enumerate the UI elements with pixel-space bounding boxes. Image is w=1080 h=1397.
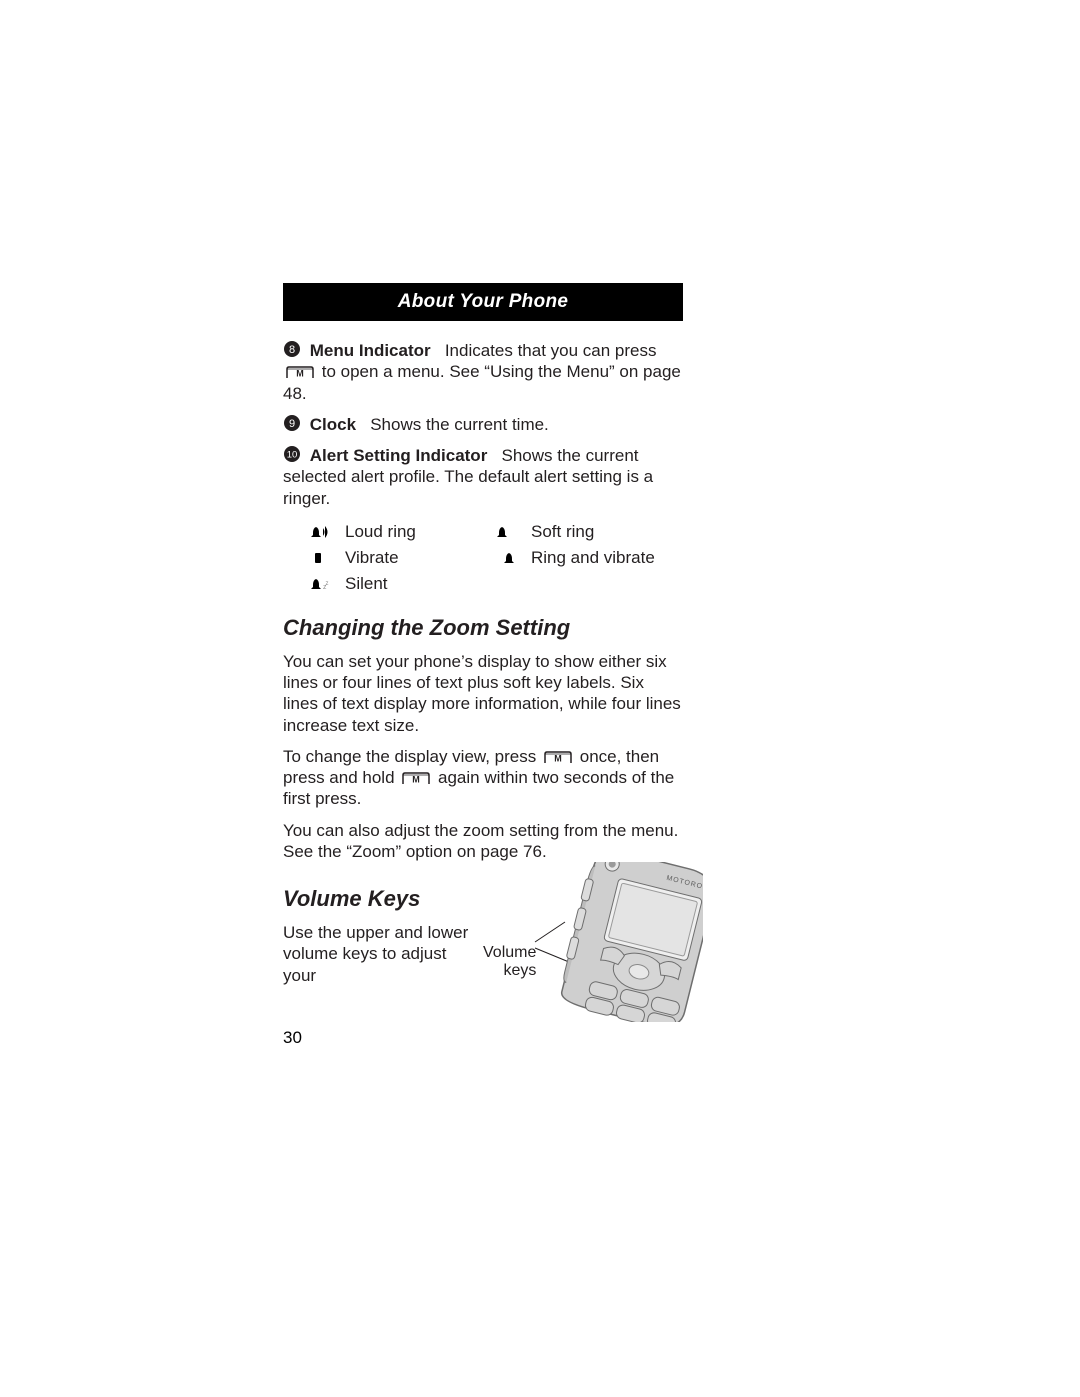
ring-vibrate-icon bbox=[495, 550, 531, 566]
alert-row: Silent bbox=[309, 571, 683, 597]
silent-icon bbox=[309, 576, 345, 592]
loud-ring-icon bbox=[309, 524, 345, 540]
m-key-icon bbox=[401, 772, 431, 786]
clock-label: Clock bbox=[310, 415, 356, 434]
circled-8-glyph: 8 bbox=[289, 344, 295, 356]
m-key-icon bbox=[285, 366, 315, 380]
zoom-heading: Changing the Zoom Setting bbox=[283, 615, 683, 641]
page-header-title: About Your Phone bbox=[398, 291, 569, 312]
clock-text: Shows the current time. bbox=[370, 415, 549, 434]
menu-indicator-label: Menu Indicator bbox=[310, 341, 431, 360]
circled-9-icon: 9 bbox=[283, 414, 301, 432]
volume-heading: Volume Keys bbox=[283, 886, 473, 912]
svg-text:9: 9 bbox=[289, 418, 295, 430]
loud-ring-label: Loud ring bbox=[345, 522, 495, 542]
alert-row: Loud ring Soft ring bbox=[309, 519, 683, 545]
soft-ring-label: Soft ring bbox=[531, 522, 681, 542]
zoom-p1: You can set your phone’s display to show… bbox=[283, 651, 683, 736]
alert-settings-grid: Loud ring Soft ring Vibrate Ring and vib… bbox=[309, 519, 683, 597]
zoom-p3: You can also adjust the zoom setting fro… bbox=[283, 820, 683, 863]
menu-indicator-para: 8 Menu Indicator Indicates that you can … bbox=[283, 340, 683, 404]
alert-para: 10 Alert Setting Indicator Shows the cur… bbox=[283, 445, 683, 509]
volume-text: Use the upper and lower volume keys to a… bbox=[283, 922, 473, 986]
circled-8-icon: 8 bbox=[283, 340, 301, 358]
alert-label: Alert Setting Indicator bbox=[310, 446, 488, 465]
alert-row: Vibrate Ring and vibrate bbox=[309, 545, 683, 571]
ring-vibrate-label: Ring and vibrate bbox=[531, 548, 681, 568]
volume-section: Volume Keys Use the upper and lower volu… bbox=[283, 872, 683, 1022]
soft-ring-icon bbox=[495, 524, 531, 540]
page-content: 8 Menu Indicator Indicates that you can … bbox=[283, 340, 683, 1022]
menu-indicator-text-a: Indicates that you can press bbox=[445, 341, 657, 360]
phone-illustration: MOTOROLA bbox=[493, 862, 703, 1022]
silent-label: Silent bbox=[345, 574, 495, 594]
svg-text:10: 10 bbox=[287, 450, 298, 461]
vibrate-icon bbox=[309, 550, 345, 566]
m-key-icon bbox=[543, 751, 573, 765]
volume-keys-callout: Volumekeys bbox=[483, 944, 536, 979]
circled-10-icon: 10 bbox=[283, 445, 301, 463]
page: About Your Phone 8 Menu Indicator Indica… bbox=[0, 0, 1080, 1397]
page-number: 30 bbox=[283, 1028, 302, 1048]
menu-indicator-text-b: to open a menu. See “Using the Menu” on … bbox=[283, 362, 681, 402]
clock-para: 9 Clock Shows the current time. bbox=[283, 414, 683, 435]
zoom-p2: To change the display view, press once, … bbox=[283, 746, 683, 810]
vibrate-label: Vibrate bbox=[345, 548, 495, 568]
zoom-p2a: To change the display view, press bbox=[283, 747, 536, 766]
page-header-bar: About Your Phone bbox=[283, 283, 683, 321]
